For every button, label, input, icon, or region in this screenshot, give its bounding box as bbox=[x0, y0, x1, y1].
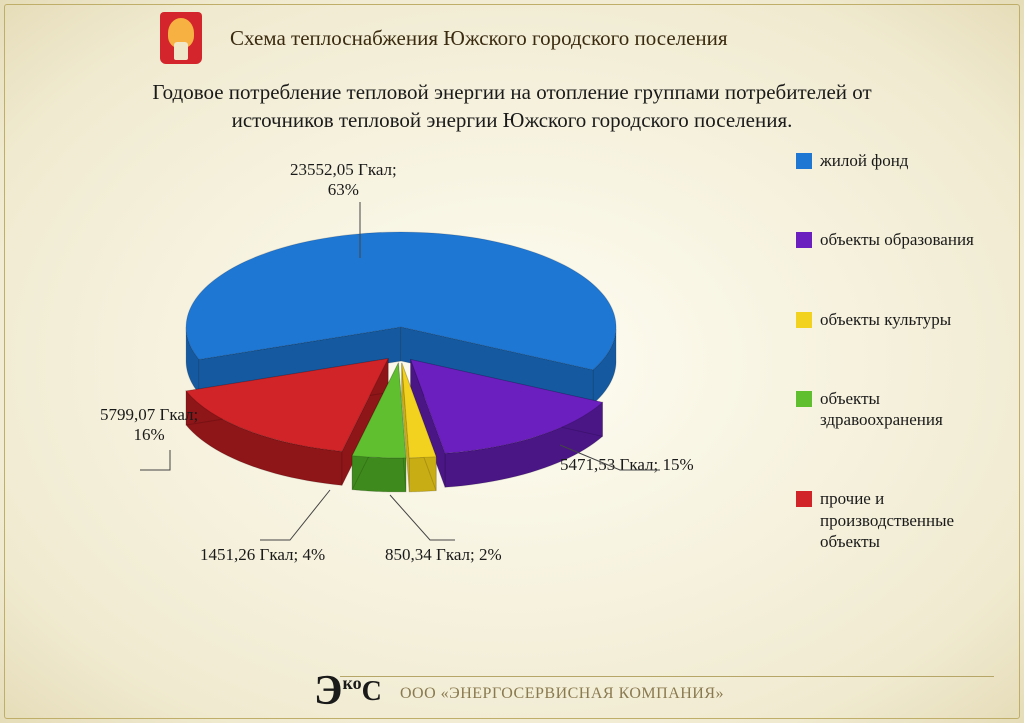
page-title: Схема теплоснабжения Южского городского … bbox=[230, 26, 728, 51]
legend-swatch bbox=[796, 312, 812, 328]
legend: жилой фонд объекты образования объекты к… bbox=[796, 150, 996, 552]
header: Схема теплоснабжения Южского городского … bbox=[0, 8, 1024, 68]
legend-label: жилой фонд bbox=[820, 150, 908, 171]
legend-item: жилой фонд bbox=[796, 150, 996, 171]
legend-item: объекты образования bbox=[796, 229, 996, 250]
legend-label: прочие и производственные объекты bbox=[820, 488, 996, 552]
subtitle: Годовое потребление тепловой энергии на … bbox=[100, 78, 924, 135]
legend-swatch bbox=[796, 232, 812, 248]
data-label-health: 1451,26 Гкал; 4% bbox=[200, 545, 325, 565]
coat-of-arms-icon bbox=[160, 12, 202, 64]
legend-swatch bbox=[796, 391, 812, 407]
data-label-culture: 850,34 Гкал; 2% bbox=[385, 545, 502, 565]
legend-label: объекты культуры bbox=[820, 309, 951, 330]
legend-item: прочие и производственные объекты bbox=[796, 488, 996, 552]
legend-label: объекты здравоохранения bbox=[820, 388, 996, 431]
footer-company: ООО «ЭНЕРГОСЕРВИСНАЯ КОМПАНИЯ» bbox=[400, 685, 724, 703]
data-label-other: 5799,07 Гкал;16% bbox=[100, 405, 198, 446]
legend-item: объекты культуры bbox=[796, 309, 996, 330]
footer-logo-icon: ЭкоС bbox=[314, 667, 382, 715]
legend-swatch bbox=[796, 153, 812, 169]
pie-chart: 23552,05 Гкал;63% 5799,07 Гкал;16% 5471,… bbox=[60, 150, 760, 620]
legend-label: объекты образования bbox=[820, 229, 974, 250]
footer-divider bbox=[340, 676, 994, 677]
legend-swatch bbox=[796, 491, 812, 507]
data-label-housing: 23552,05 Гкал;63% bbox=[290, 160, 397, 201]
data-label-education: 5471,53 Гкал; 15% bbox=[560, 455, 694, 475]
legend-item: объекты здравоохранения bbox=[796, 388, 996, 431]
